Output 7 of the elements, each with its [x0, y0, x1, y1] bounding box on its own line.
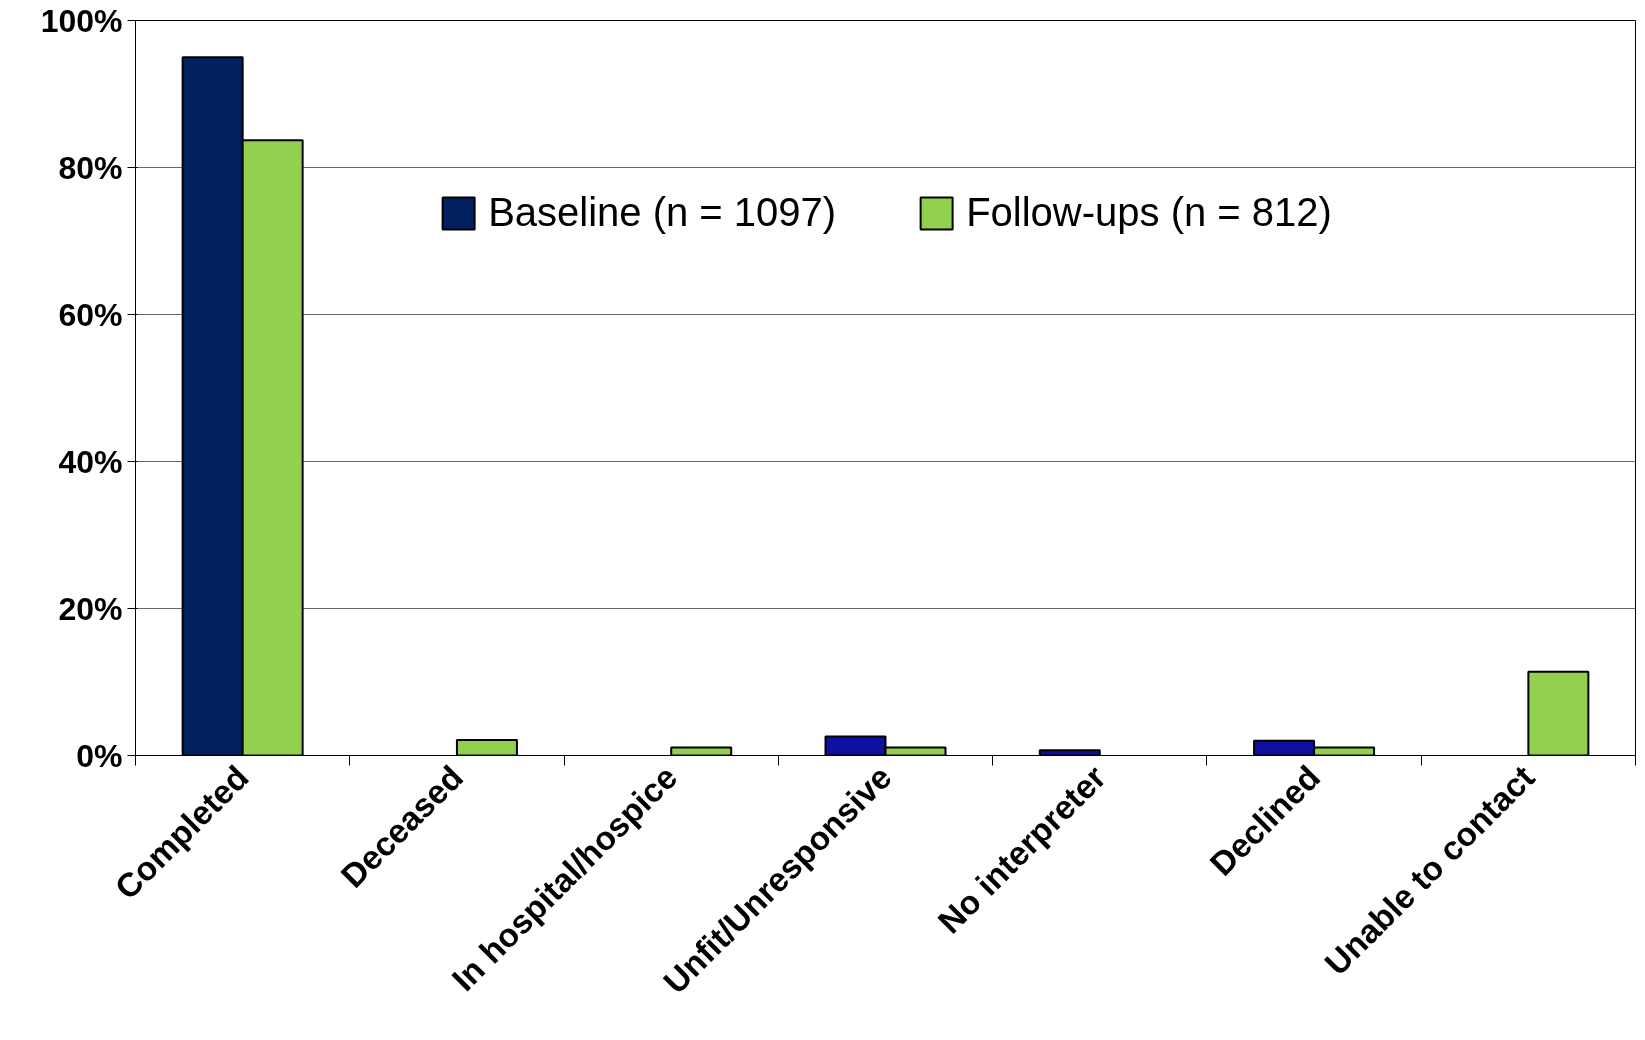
y-tick-label: 80%	[58, 149, 123, 186]
y-tick-label: 100%	[40, 2, 123, 39]
y-tick-label: 20%	[58, 590, 123, 627]
legend-label: Baseline (n = 1097)	[488, 190, 837, 235]
y-tick-label: 40%	[58, 443, 123, 480]
legend-label: Follow-ups (n = 812)	[966, 190, 1332, 235]
y-tick-label: 60%	[58, 296, 123, 333]
